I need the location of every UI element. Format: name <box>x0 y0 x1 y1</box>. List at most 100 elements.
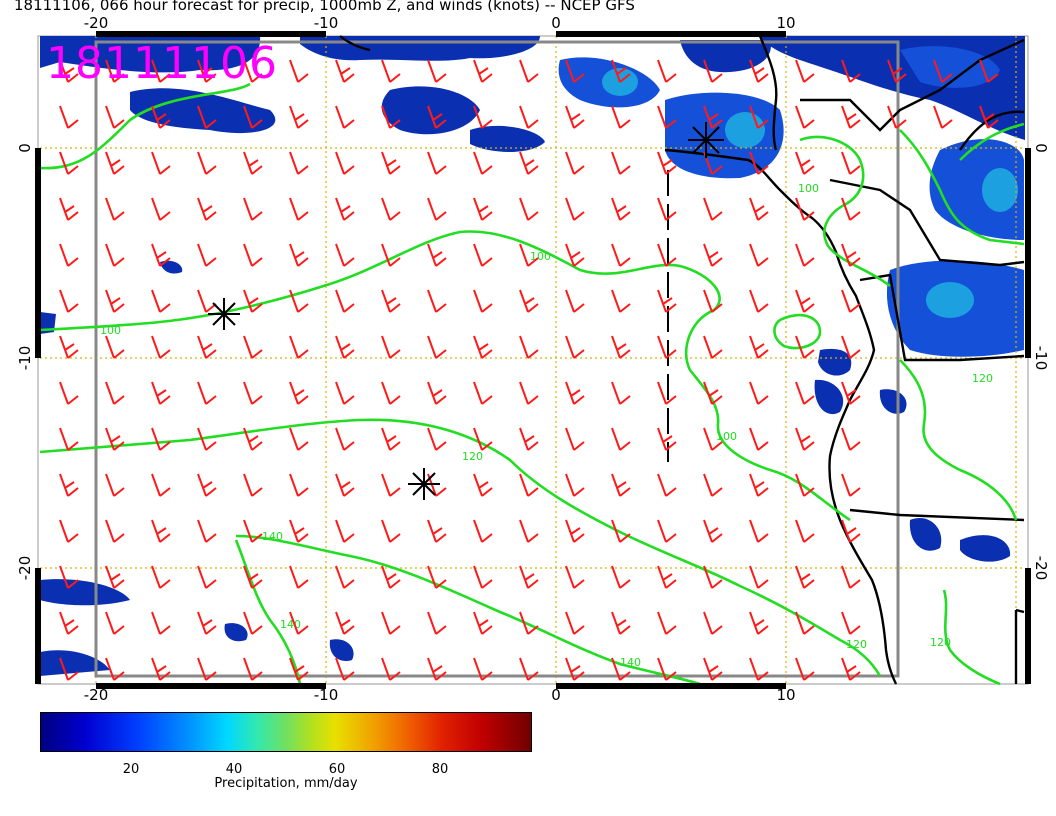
wind-barb <box>795 105 815 129</box>
wind-barb <box>795 381 815 405</box>
wind-barb <box>749 611 769 635</box>
wind-barb <box>289 657 309 681</box>
wind-barb <box>657 611 677 635</box>
wind-barb <box>841 59 861 83</box>
wind-barb <box>105 473 125 497</box>
wind-barb <box>565 657 585 681</box>
wind-barb <box>979 59 999 83</box>
wind-barb <box>335 473 355 497</box>
wind-barb <box>59 59 79 83</box>
wind-barb <box>335 519 355 543</box>
wind-barb <box>197 473 217 497</box>
wind-barb <box>657 197 677 221</box>
wind-barb <box>473 381 493 405</box>
wind-barb <box>59 657 79 681</box>
wind-barb <box>59 243 79 267</box>
wind-barb <box>381 611 401 635</box>
wind-barb <box>703 289 723 313</box>
wind-barb <box>381 197 401 221</box>
wind-barb <box>289 381 309 405</box>
wind-barb <box>473 519 493 543</box>
wind-barb <box>473 565 493 589</box>
wind-barb <box>151 243 171 267</box>
wind-barb <box>427 565 447 589</box>
wind-barb <box>427 381 447 405</box>
lon-tick: 0 <box>551 14 561 32</box>
wind-barb <box>565 105 585 129</box>
wind-barb <box>427 105 447 129</box>
map-frame <box>37 35 1029 685</box>
wind-barb <box>519 59 539 83</box>
wind-barb <box>565 197 585 221</box>
wind-barb <box>565 289 585 313</box>
wind-barb <box>427 243 447 267</box>
wind-barb <box>841 381 861 405</box>
lon-tick: 0 <box>551 686 561 704</box>
marker-star <box>208 298 240 330</box>
wind-barb <box>565 59 585 83</box>
wind-barb <box>197 151 217 175</box>
axis-ticks <box>35 31 1031 689</box>
wind-barb <box>335 565 355 589</box>
contour-label: 120 <box>972 372 993 385</box>
wind-barb <box>657 151 677 175</box>
wind-barb <box>749 565 769 589</box>
contour-label: 100 <box>100 324 121 337</box>
wind-barb <box>473 657 493 681</box>
wind-barb <box>243 473 263 497</box>
wind-barb <box>243 381 263 405</box>
wind-barb <box>473 151 493 175</box>
colorbar-tick: 60 <box>328 762 346 777</box>
wind-barb <box>519 105 539 129</box>
wind-barb <box>795 197 815 221</box>
wind-barb <box>243 565 263 589</box>
wind-barb <box>105 657 125 681</box>
lon-tick: -20 <box>84 686 109 704</box>
wind-barb <box>841 657 861 681</box>
wind-barb <box>243 519 263 543</box>
wind-barb <box>197 427 217 451</box>
wind-barb <box>933 59 953 83</box>
lon-tick: 10 <box>776 14 795 32</box>
wind-barb <box>427 427 447 451</box>
lat-tick: -10 <box>1032 346 1050 371</box>
wind-barb <box>105 381 125 405</box>
wind-barb <box>473 289 493 313</box>
wind-barb <box>105 151 125 175</box>
wind-barb <box>519 151 539 175</box>
wind-barb <box>243 105 263 129</box>
wind-barb <box>105 335 125 359</box>
wind-barb <box>289 105 309 129</box>
contour-label: 140 <box>280 618 301 631</box>
wind-barb <box>289 565 309 589</box>
wind-barb <box>197 105 217 129</box>
lon-tick: -20 <box>84 14 109 32</box>
wind-barb <box>657 473 677 497</box>
wind-barb <box>611 289 631 313</box>
wind-barb <box>473 335 493 359</box>
wind-barb <box>657 565 677 589</box>
wind-barb <box>979 105 999 129</box>
wind-barb <box>243 59 263 83</box>
wind-barb <box>473 197 493 221</box>
wind-barb <box>749 105 769 129</box>
wind-barb <box>703 565 723 589</box>
wind-barb <box>795 611 815 635</box>
wind-barb <box>611 427 631 451</box>
wind-barb <box>519 427 539 451</box>
lon-axis-bottom: -20 -10 0 10 <box>84 686 796 704</box>
wind-barb <box>473 611 493 635</box>
wind-barb <box>795 151 815 175</box>
wind-barb <box>749 197 769 221</box>
wind-barb <box>749 381 769 405</box>
wind-barb <box>381 473 401 497</box>
wind-barb <box>565 611 585 635</box>
wind-barb <box>151 519 171 543</box>
wind-barb <box>519 335 539 359</box>
wind-barb <box>243 335 263 359</box>
marker-star <box>408 468 440 500</box>
wind-barbs <box>59 59 999 681</box>
lat-axis-right: 0 -10 -20 <box>1032 143 1050 580</box>
wind-barb <box>381 151 401 175</box>
wind-barb <box>657 59 677 83</box>
